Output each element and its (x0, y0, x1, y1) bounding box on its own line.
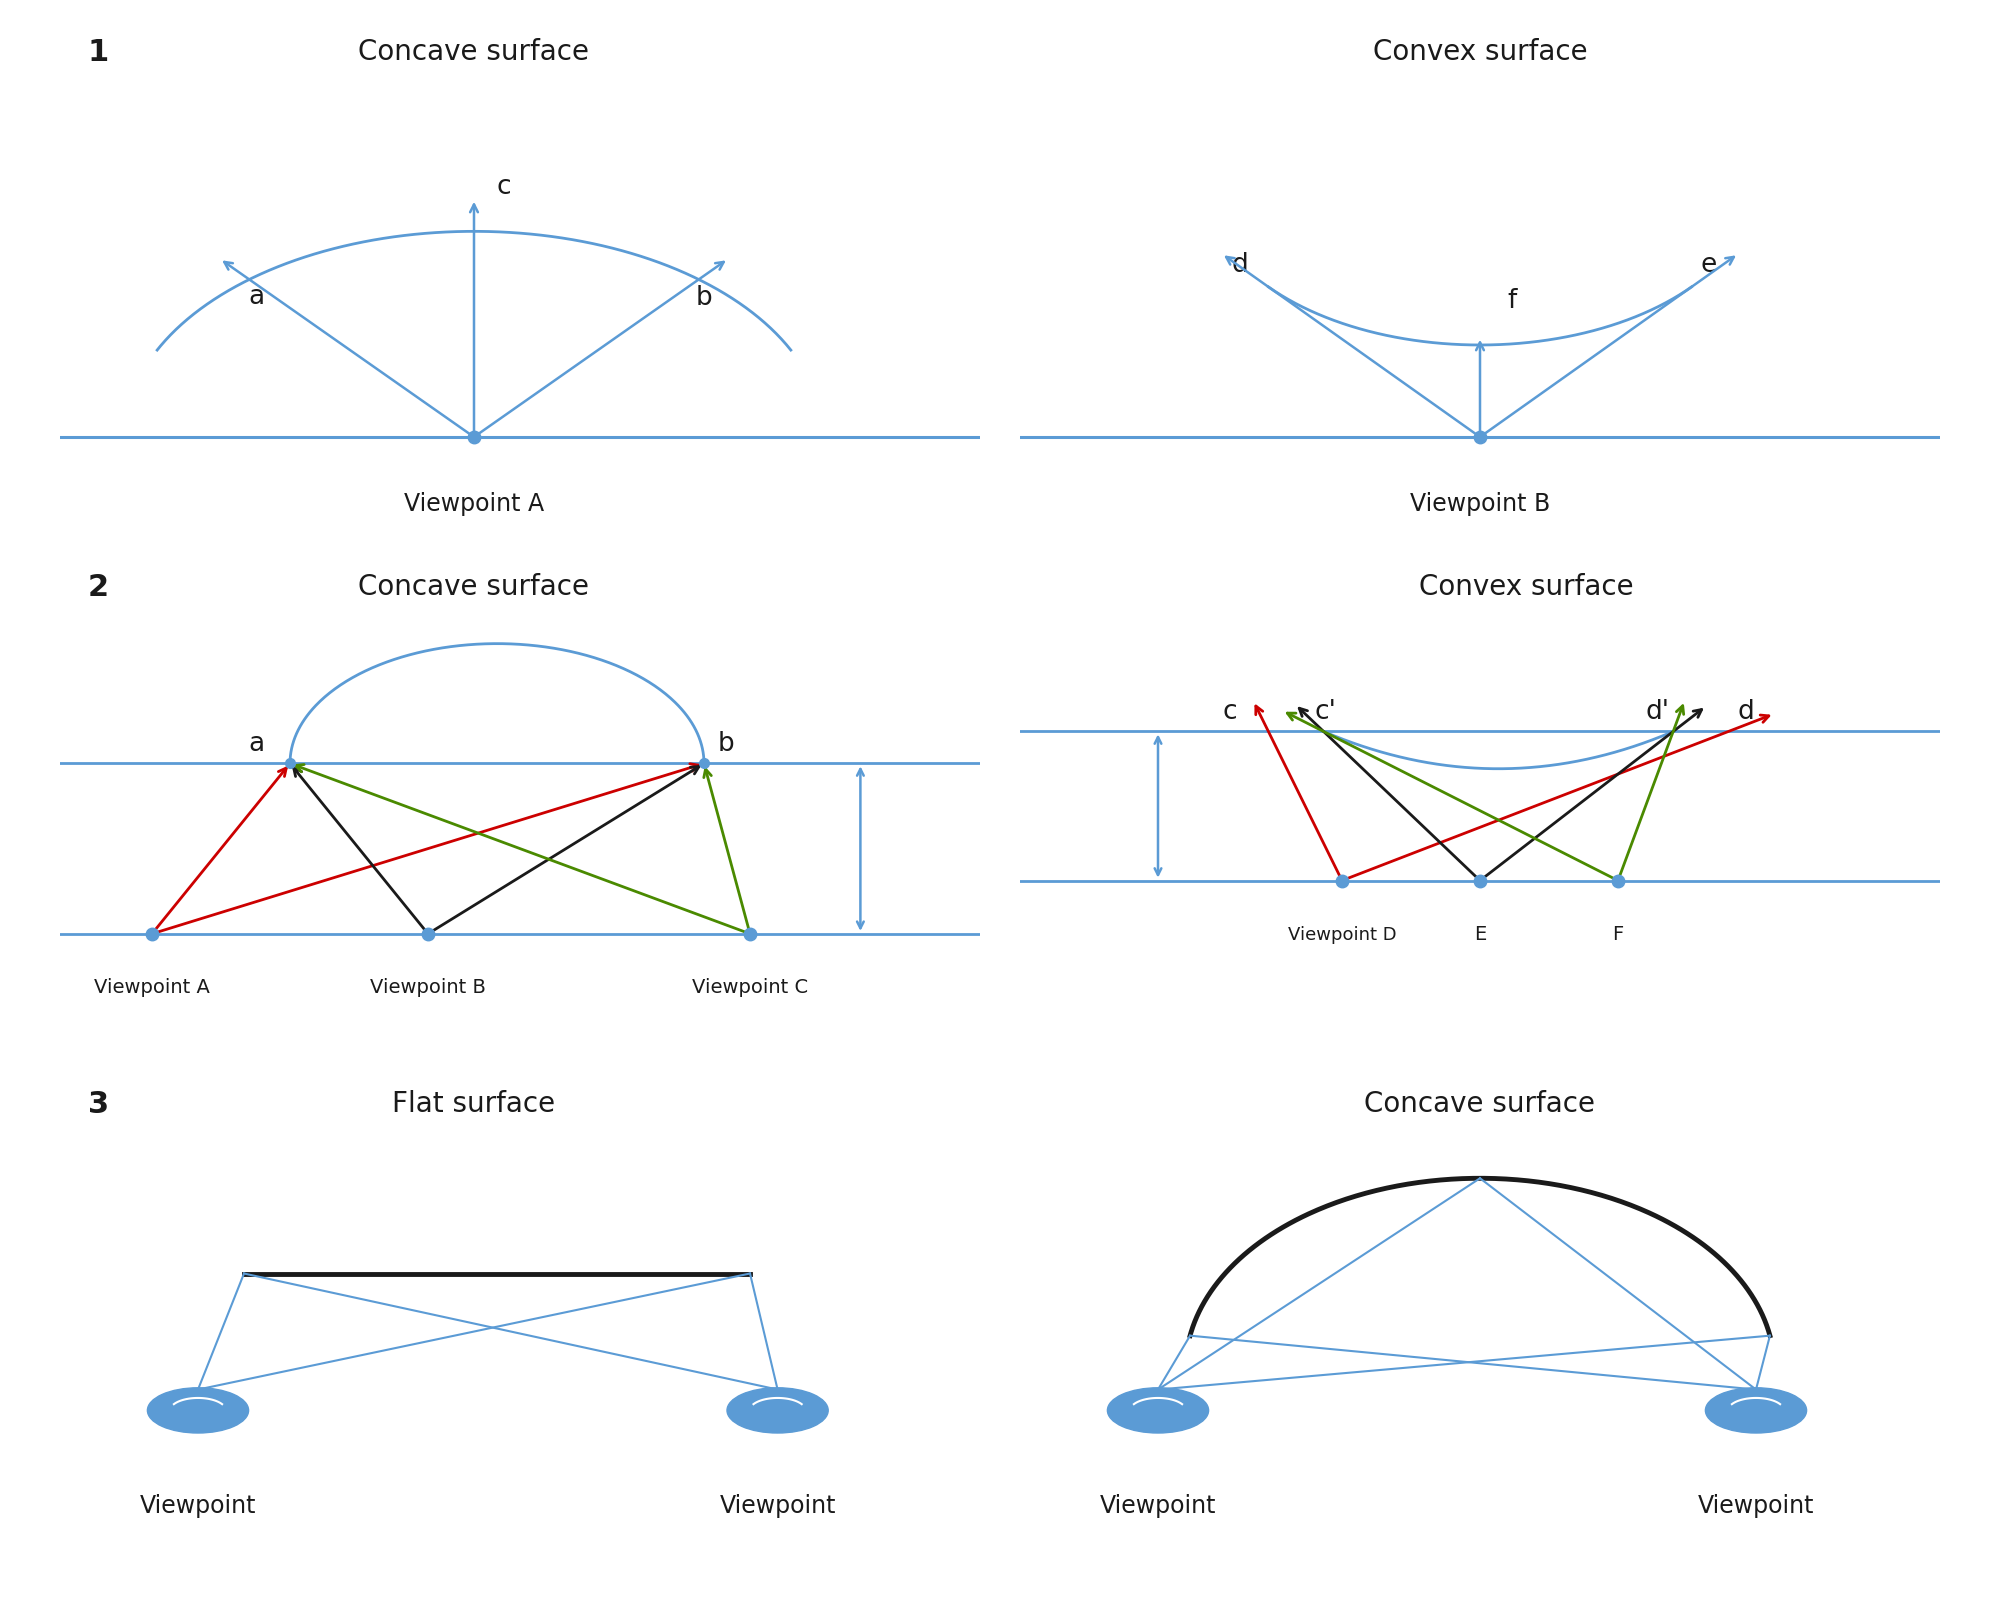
Text: c: c (1222, 698, 1238, 725)
Text: e: e (1700, 252, 1716, 278)
Text: Concave surface: Concave surface (1364, 1090, 1596, 1117)
Text: c: c (496, 175, 512, 201)
Text: d: d (1738, 698, 1754, 725)
Text: Viewpoint C: Viewpoint C (692, 977, 808, 997)
Text: f: f (1508, 287, 1516, 315)
Text: d: d (1232, 252, 1248, 278)
Text: 1: 1 (88, 37, 108, 66)
Text: Viewpoint: Viewpoint (140, 1493, 256, 1517)
Text: d': d' (1646, 698, 1670, 725)
Text: Viewpoint A: Viewpoint A (94, 977, 210, 997)
Text: F: F (1612, 924, 1624, 944)
Text: 3: 3 (88, 1090, 108, 1119)
Text: 2: 2 (88, 573, 108, 602)
Text: Viewpoint: Viewpoint (1100, 1493, 1216, 1517)
Text: a: a (248, 284, 264, 310)
Ellipse shape (1706, 1388, 1806, 1433)
Text: Convex surface: Convex surface (1372, 37, 1588, 66)
Text: Viewpoint B: Viewpoint B (370, 977, 486, 997)
Ellipse shape (1108, 1388, 1208, 1433)
Ellipse shape (728, 1388, 828, 1433)
Text: E: E (1474, 924, 1486, 944)
Text: Viewpoint B: Viewpoint B (1410, 491, 1550, 515)
Ellipse shape (148, 1388, 248, 1433)
Text: Viewpoint D: Viewpoint D (1288, 926, 1396, 944)
Text: b: b (718, 730, 734, 756)
Text: Viewpoint A: Viewpoint A (404, 491, 544, 515)
Text: b: b (696, 284, 712, 311)
Text: a: a (248, 730, 264, 756)
Text: Flat surface: Flat surface (392, 1090, 556, 1117)
Text: c': c' (1314, 698, 1336, 725)
Text: Viewpoint: Viewpoint (1698, 1493, 1814, 1517)
Text: Convex surface: Convex surface (1418, 573, 1634, 600)
Text: Concave surface: Concave surface (358, 37, 590, 66)
Text: Viewpoint: Viewpoint (720, 1493, 836, 1517)
Text: Concave surface: Concave surface (358, 573, 590, 600)
